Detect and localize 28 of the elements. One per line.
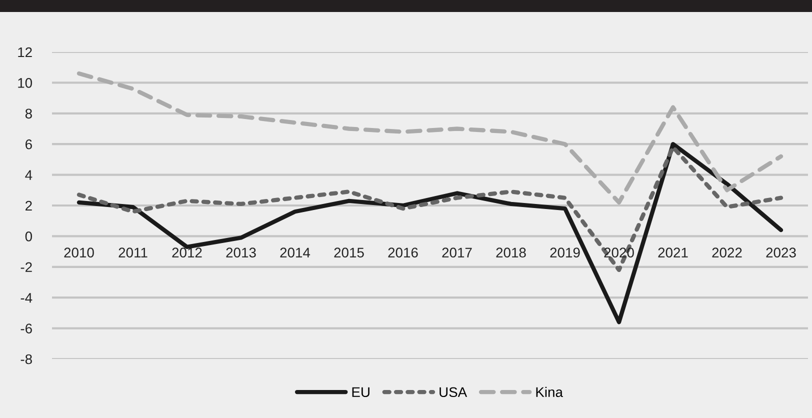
y-tick-label: 2 bbox=[26, 200, 32, 211]
legend-label: USA bbox=[440, 387, 468, 398]
y-tick-label: 6 bbox=[26, 139, 32, 150]
x-tick-label: 2012 bbox=[172, 248, 202, 258]
y-tick-label: -6 bbox=[20, 324, 32, 334]
legend-label: Kina bbox=[536, 386, 563, 398]
x-tick-label: 2022 bbox=[712, 248, 742, 258]
y-tick-label: 12 bbox=[18, 47, 32, 58]
x-tick-label: 2023 bbox=[766, 248, 796, 258]
x-tick-label: 2019 bbox=[550, 248, 580, 258]
legend-label: EU bbox=[352, 387, 370, 398]
y-tick-label: -2 bbox=[20, 262, 32, 272]
y-tick-label: 8 bbox=[25, 108, 32, 119]
x-tick-label: 2017 bbox=[442, 248, 472, 258]
x-tick-label: 2016 bbox=[388, 248, 418, 258]
x-tick-label: 2010 bbox=[64, 248, 94, 258]
line-series bbox=[76, 71, 784, 205]
x-tick-label: 2015 bbox=[334, 248, 364, 258]
y-tick-label: 4 bbox=[25, 170, 32, 180]
y-tick-label: -8 bbox=[20, 354, 32, 364]
y-tick-label: -4 bbox=[20, 293, 32, 303]
y-tick-label: 0 bbox=[25, 232, 32, 242]
x-tick-label: 2018 bbox=[496, 248, 526, 258]
x-tick-label: 2021 bbox=[658, 248, 688, 258]
x-tick-label: 2013 bbox=[226, 248, 256, 258]
y-tick-label: 10 bbox=[18, 78, 32, 88]
x-tick-label: 2014 bbox=[280, 248, 310, 258]
x-tick-label: 2011 bbox=[118, 248, 148, 258]
